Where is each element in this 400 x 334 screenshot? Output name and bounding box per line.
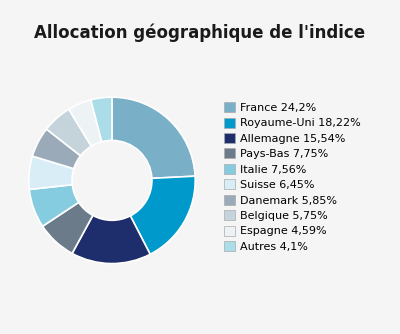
Wedge shape (72, 215, 150, 264)
Wedge shape (29, 185, 79, 226)
Legend: France 24,2%, Royaume-Uni 18,22%, Allemagne 15,54%, Pays-Bas 7,75%, Italie 7,56%: France 24,2%, Royaume-Uni 18,22%, Allema… (222, 100, 364, 254)
Wedge shape (91, 97, 112, 142)
Wedge shape (112, 97, 195, 178)
Wedge shape (130, 176, 195, 254)
Text: Allocation géographique de l'indice: Allocation géographique de l'indice (34, 23, 366, 42)
Wedge shape (32, 129, 80, 169)
Wedge shape (69, 100, 102, 146)
Wedge shape (46, 109, 91, 156)
Wedge shape (29, 156, 74, 189)
Wedge shape (42, 202, 93, 254)
